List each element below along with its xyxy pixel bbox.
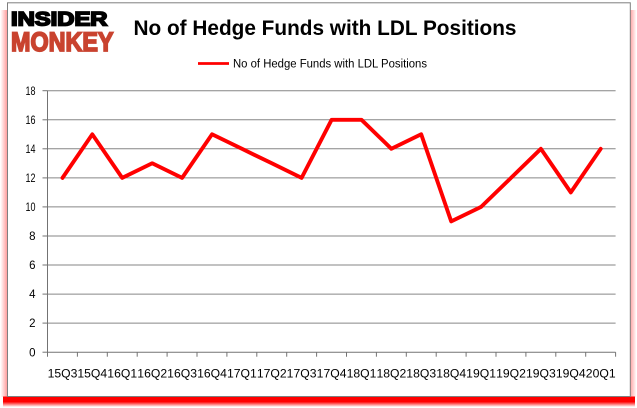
svg-text:18Q1: 18Q1 xyxy=(347,369,377,381)
svg-text:15Q4: 15Q4 xyxy=(77,369,107,381)
svg-text:17Q1: 17Q1 xyxy=(227,369,257,381)
svg-text:MONKEY: MONKEY xyxy=(11,27,114,57)
svg-text:18Q2: 18Q2 xyxy=(377,369,407,381)
svg-text:No of Hedge Funds with LDL Pos: No of Hedge Funds with LDL Positions xyxy=(134,17,517,40)
svg-text:10: 10 xyxy=(26,202,36,214)
svg-text:16Q2: 16Q2 xyxy=(137,369,167,381)
svg-text:16Q1: 16Q1 xyxy=(107,369,137,381)
svg-text:18Q3: 18Q3 xyxy=(406,369,436,381)
svg-text:6: 6 xyxy=(29,260,35,272)
svg-text:19Q2: 19Q2 xyxy=(496,369,526,381)
svg-text:18Q4: 18Q4 xyxy=(436,369,466,381)
svg-text:4: 4 xyxy=(29,289,36,301)
svg-text:15Q3: 15Q3 xyxy=(48,369,78,381)
svg-text:20Q1: 20Q1 xyxy=(586,369,616,381)
svg-text:17Q2: 17Q2 xyxy=(257,369,287,381)
svg-text:17Q4: 17Q4 xyxy=(317,369,347,381)
svg-text:0: 0 xyxy=(29,347,35,359)
svg-text:19Q3: 19Q3 xyxy=(526,369,556,381)
svg-text:12: 12 xyxy=(26,173,36,185)
svg-text:16Q3: 16Q3 xyxy=(167,369,197,381)
svg-text:16: 16 xyxy=(26,115,36,127)
svg-text:8: 8 xyxy=(29,231,35,243)
svg-text:14: 14 xyxy=(26,144,36,156)
svg-text:17Q3: 17Q3 xyxy=(287,369,317,381)
svg-text:INSIDER: INSIDER xyxy=(11,9,108,31)
svg-text:16Q4: 16Q4 xyxy=(197,369,227,381)
svg-text:18: 18 xyxy=(26,86,36,98)
svg-text:2: 2 xyxy=(29,318,35,330)
svg-text:No of Hedge Funds with LDL Pos: No of Hedge Funds with LDL Positions xyxy=(233,59,427,71)
svg-text:19Q1: 19Q1 xyxy=(466,369,496,381)
svg-text:19Q4: 19Q4 xyxy=(556,369,586,381)
